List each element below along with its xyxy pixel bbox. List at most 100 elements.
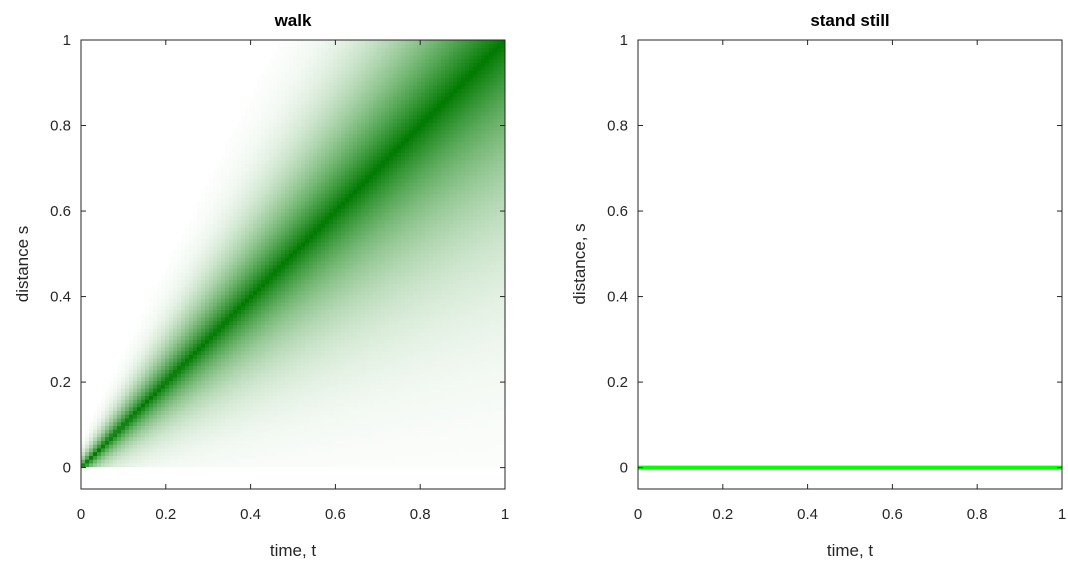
heatmap-cell <box>257 174 262 180</box>
heatmap-cell <box>229 376 234 382</box>
heatmap-cell <box>341 47 346 52</box>
heatmap-cell <box>321 152 326 157</box>
heatmap-cell <box>257 444 262 449</box>
heatmap-cell <box>173 447 178 453</box>
heatmap-cell <box>293 114 298 120</box>
heatmap-cell <box>305 242 310 247</box>
heatmap-cell <box>169 365 174 370</box>
heatmap-cell <box>301 111 306 116</box>
heatmap-cell <box>89 447 94 453</box>
heatmap-cell <box>265 455 270 460</box>
heatmap-cell <box>285 395 290 400</box>
heatmap-cell <box>257 155 262 161</box>
heatmap-cell <box>281 200 286 206</box>
heatmap-cell <box>221 301 226 307</box>
heatmap-cell <box>257 200 262 206</box>
heatmap-cell <box>285 271 290 277</box>
heatmap-cell <box>201 238 206 243</box>
heatmap-cell <box>337 298 342 303</box>
heatmap-cell <box>197 380 202 385</box>
heatmap-cell <box>165 286 170 292</box>
heatmap-cell <box>133 354 138 359</box>
heatmap-cell <box>165 328 170 333</box>
heatmap-cell <box>177 309 182 314</box>
heatmap-cell <box>261 421 266 426</box>
heatmap-cell <box>281 328 286 333</box>
heatmap-cell <box>277 429 282 434</box>
heatmap-cell <box>253 283 258 288</box>
heatmap-cell <box>281 384 286 389</box>
heatmap-cell <box>205 391 210 397</box>
heatmap-cell <box>297 350 302 355</box>
heatmap-cell <box>221 376 226 382</box>
heatmap-cell <box>249 178 254 183</box>
heatmap-cell <box>237 447 242 453</box>
heatmap-cell <box>297 84 302 90</box>
heatmap-cell <box>229 167 234 172</box>
heatmap-cell <box>265 84 270 90</box>
heatmap-cell <box>293 402 298 408</box>
heatmap-cell <box>253 200 258 206</box>
heatmap-cell <box>273 417 278 423</box>
heatmap-cell <box>245 129 250 135</box>
heatmap-cell <box>121 373 126 378</box>
heatmap-cell <box>253 215 258 221</box>
heatmap-cell <box>265 107 270 112</box>
heatmap-cell <box>233 440 238 445</box>
heatmap-cell <box>349 440 354 445</box>
heatmap-cell <box>241 159 246 165</box>
heatmap-cell <box>149 436 154 441</box>
heatmap-cell <box>317 88 322 93</box>
heatmap-cell <box>197 253 202 258</box>
heatmap-cell <box>209 387 214 393</box>
heatmap-cell <box>321 66 326 71</box>
heatmap-cell <box>225 444 230 449</box>
heatmap-cell <box>345 185 350 191</box>
heatmap-cell <box>189 459 194 464</box>
heatmap-cell <box>169 361 174 367</box>
heatmap-cell <box>301 328 306 333</box>
heatmap-cell <box>321 182 326 187</box>
heatmap-cell <box>245 399 250 404</box>
heatmap-cell <box>193 343 198 348</box>
heatmap-cell <box>225 339 230 344</box>
heatmap-cell <box>281 66 286 71</box>
heatmap-cell <box>137 365 142 370</box>
heatmap-cell <box>269 343 274 348</box>
heatmap-cell <box>317 264 322 269</box>
heatmap-cell <box>209 350 214 355</box>
heatmap-cell <box>245 358 250 363</box>
heatmap-cell <box>281 447 286 453</box>
heatmap-cell <box>241 264 246 269</box>
heatmap-cell <box>249 361 254 367</box>
heatmap-cell <box>317 182 322 187</box>
heatmap-cell <box>317 440 322 445</box>
heatmap-cell <box>193 358 198 363</box>
heatmap-cell <box>285 96 290 101</box>
heatmap-cell <box>265 99 270 105</box>
heatmap-cell <box>277 249 282 254</box>
heatmap-cell <box>105 410 110 415</box>
heatmap-cell <box>165 365 170 370</box>
heatmap-cell <box>289 358 294 363</box>
heatmap-cell <box>169 459 174 464</box>
heatmap-cell <box>337 118 342 123</box>
heatmap-cell <box>193 223 198 228</box>
heatmap-cell <box>297 339 302 344</box>
heatmap-cell <box>261 238 266 243</box>
heatmap-cell <box>277 301 282 307</box>
heatmap-cell <box>313 376 318 382</box>
heatmap-cell <box>309 223 314 228</box>
heatmap-cell <box>205 294 210 299</box>
heatmap-cell <box>213 346 218 352</box>
heatmap-cell <box>313 193 318 198</box>
heatmap-cell <box>285 253 290 258</box>
heatmap-cell <box>157 309 162 314</box>
heatmap-cell <box>293 92 298 97</box>
heatmap-cell <box>165 421 170 426</box>
heatmap-cell <box>301 163 306 168</box>
heatmap-cell <box>125 421 130 426</box>
heatmap-cell <box>201 455 206 460</box>
heatmap-cell <box>269 459 274 464</box>
heatmap-cell <box>209 432 214 438</box>
